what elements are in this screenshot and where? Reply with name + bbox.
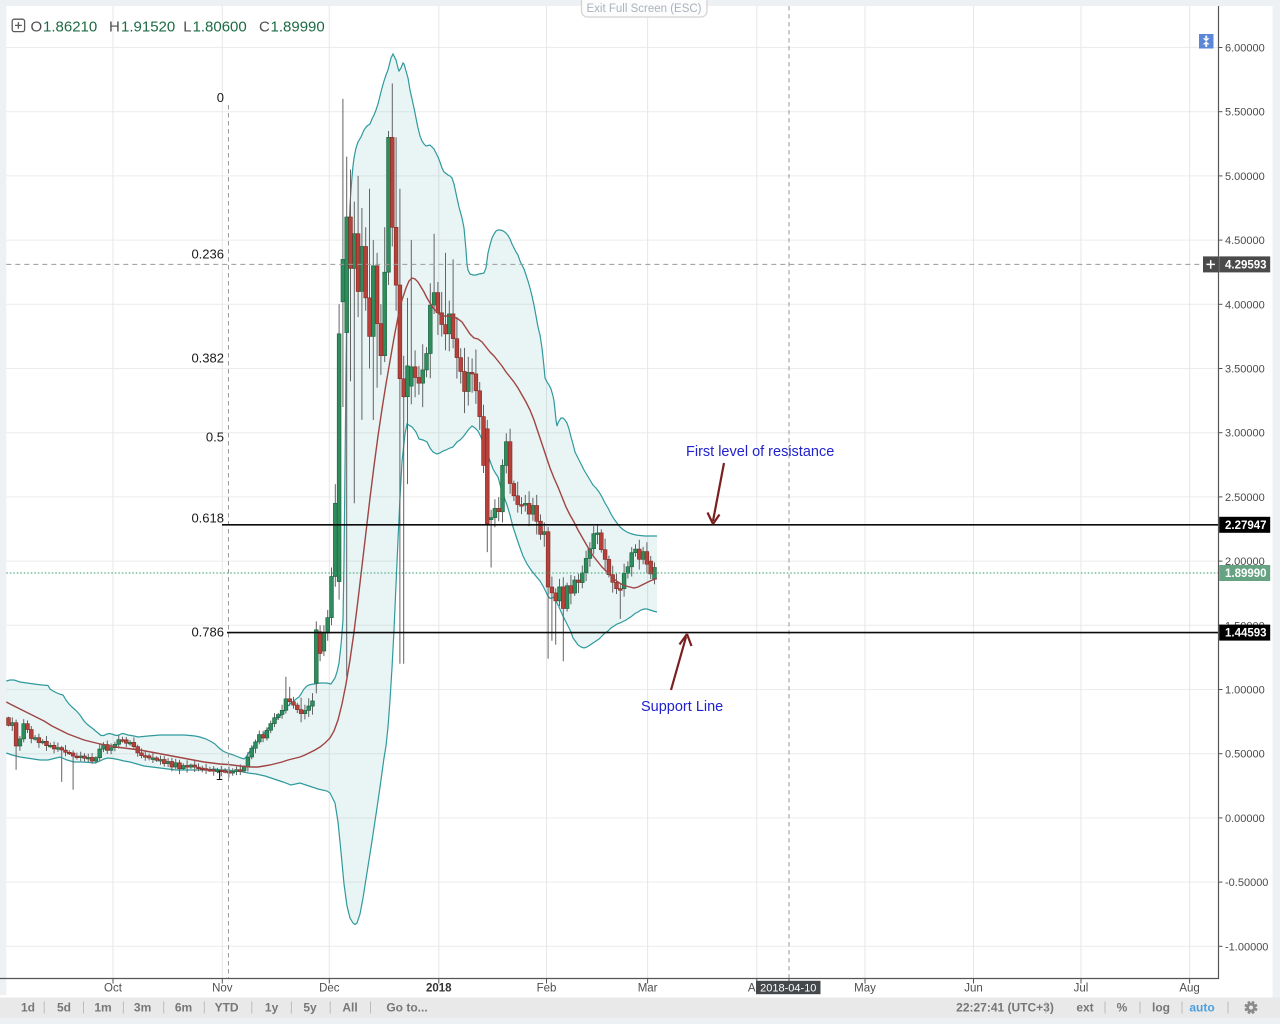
svg-text:Mar: Mar: [638, 983, 658, 995]
svg-text:4.00000: 4.00000: [1225, 299, 1265, 311]
svg-text:4.50000: 4.50000: [1225, 235, 1265, 247]
svg-text:1.89990: 1.89990: [1225, 568, 1267, 580]
svg-text:2018: 2018: [426, 983, 452, 995]
svg-text:1y: 1y: [265, 1001, 279, 1015]
svg-text:ext: ext: [1076, 1001, 1093, 1015]
svg-text:0.00000: 0.00000: [1225, 813, 1265, 825]
svg-text:0.786: 0.786: [191, 625, 224, 640]
svg-text:0.50000: 0.50000: [1225, 749, 1265, 761]
svg-text:All: All: [342, 1001, 357, 1015]
svg-text:1: 1: [216, 768, 223, 783]
svg-text:-0.50000: -0.50000: [1225, 877, 1268, 889]
svg-text:1.44593: 1.44593: [1225, 628, 1267, 640]
svg-text:O: O: [31, 19, 43, 36]
svg-text:Go to...: Go to...: [386, 1001, 427, 1015]
svg-text:Oct: Oct: [104, 983, 123, 995]
svg-text:Aug: Aug: [1179, 983, 1199, 995]
svg-text:Feb: Feb: [537, 983, 557, 995]
svg-text:6m: 6m: [175, 1001, 192, 1015]
svg-text:5.00000: 5.00000: [1225, 171, 1265, 183]
svg-text:1.86210: 1.86210: [43, 19, 97, 36]
svg-text:1.89990: 1.89990: [271, 19, 325, 36]
svg-text:log: log: [1152, 1001, 1170, 1015]
svg-text:0: 0: [217, 90, 224, 105]
svg-text:Jun: Jun: [964, 983, 983, 995]
svg-text:4.29593: 4.29593: [1225, 259, 1267, 271]
svg-text:1.00000: 1.00000: [1225, 685, 1265, 697]
svg-text:0.618: 0.618: [191, 511, 224, 526]
svg-text:5y: 5y: [303, 1001, 317, 1015]
svg-text:May: May: [854, 983, 876, 995]
svg-text:5d: 5d: [57, 1001, 71, 1015]
svg-text:2018-04-10: 2018-04-10: [760, 982, 816, 994]
svg-text:0.382: 0.382: [191, 351, 224, 366]
svg-text:%: %: [1117, 1001, 1128, 1015]
svg-text:Dec: Dec: [319, 983, 340, 995]
svg-text:1d: 1d: [21, 1001, 35, 1015]
svg-text:Nov: Nov: [212, 983, 233, 995]
svg-text:3.00000: 3.00000: [1225, 428, 1265, 440]
svg-text:Exit Full Screen (ESC): Exit Full Screen (ESC): [586, 3, 701, 15]
svg-text:First level of resistance: First level of resistance: [686, 444, 834, 460]
svg-text:3m: 3m: [134, 1001, 151, 1015]
svg-text:5.50000: 5.50000: [1225, 107, 1265, 119]
svg-text:3.50000: 3.50000: [1225, 364, 1265, 376]
svg-text:0.5: 0.5: [206, 430, 224, 445]
svg-text:2.50000: 2.50000: [1225, 492, 1265, 504]
svg-text:22:27:41 (UTC+3): 22:27:41 (UTC+3): [956, 1001, 1054, 1015]
svg-text:YTD: YTD: [215, 1001, 239, 1015]
svg-text:6.00000: 6.00000: [1225, 43, 1265, 55]
svg-text:H: H: [109, 19, 120, 36]
svg-text:C: C: [259, 19, 270, 36]
svg-text:auto: auto: [1189, 1001, 1214, 1015]
svg-text:L: L: [183, 19, 191, 36]
svg-text:1.91520: 1.91520: [121, 19, 175, 36]
svg-text:Jul: Jul: [1074, 983, 1089, 995]
svg-text:0.236: 0.236: [191, 247, 224, 262]
svg-text:1m: 1m: [94, 1001, 111, 1015]
svg-text:-1.00000: -1.00000: [1225, 941, 1268, 953]
svg-text:1.80600: 1.80600: [193, 19, 247, 36]
svg-text:Support Line: Support Line: [641, 699, 723, 715]
svg-text:2.27947: 2.27947: [1225, 520, 1267, 532]
